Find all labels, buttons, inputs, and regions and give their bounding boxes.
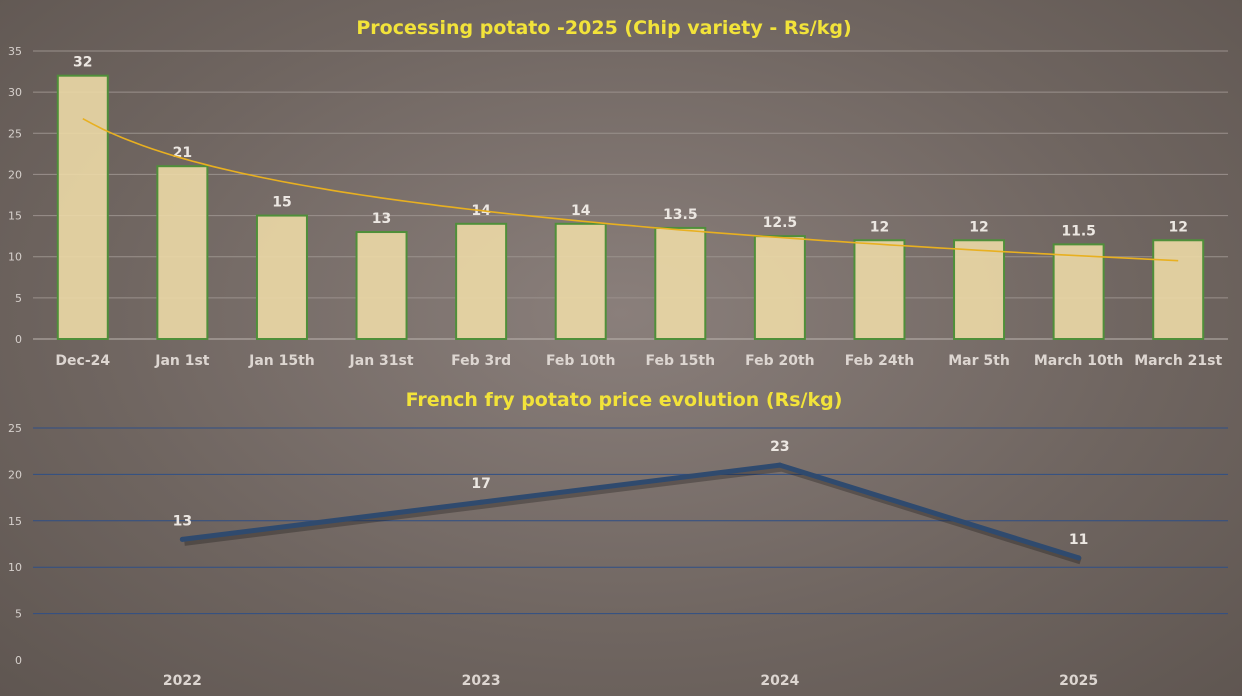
bar-y-tick: 35 bbox=[8, 45, 22, 58]
line-y-tick: 20 bbox=[8, 468, 22, 481]
bar-2 bbox=[255, 214, 308, 340]
bar-data-label: 12 bbox=[870, 219, 889, 235]
bar-data-label: 32 bbox=[73, 55, 92, 71]
bar-category-label: March 21st bbox=[1134, 353, 1222, 369]
line-y-tick: 0 bbox=[15, 654, 22, 667]
line-chart-title: French fry potato price evolution (Rs/kg… bbox=[406, 389, 843, 411]
bar-category-label: Feb 15th bbox=[646, 353, 716, 369]
line-y-tick: 15 bbox=[8, 515, 22, 528]
bar-category-label: Dec-24 bbox=[55, 353, 110, 369]
bar-data-label: 13.5 bbox=[663, 207, 698, 223]
bar-1 bbox=[156, 165, 209, 340]
line-point-0 bbox=[179, 536, 185, 542]
bar-data-label: 15 bbox=[272, 195, 291, 211]
bar-y-tick: 0 bbox=[15, 333, 22, 346]
bar-data-label: 12 bbox=[969, 219, 988, 235]
bar-0 bbox=[56, 74, 109, 341]
bar-category-label: Jan 15th bbox=[248, 353, 315, 369]
bar-10 bbox=[1052, 243, 1105, 340]
bar-category-label: Feb 20th bbox=[745, 353, 815, 369]
bar-data-label: 11.5 bbox=[1061, 223, 1096, 239]
bar-category-label: Feb 24th bbox=[845, 353, 915, 369]
bar-9 bbox=[953, 239, 1006, 340]
line-y-tick: 25 bbox=[8, 422, 22, 435]
line-data-label: 17 bbox=[471, 476, 490, 492]
line-data-label: 11 bbox=[1069, 532, 1088, 548]
line-data-label: 23 bbox=[770, 439, 789, 455]
line-category-label: 2023 bbox=[462, 673, 501, 689]
bar-category-label: Feb 3rd bbox=[451, 353, 511, 369]
line-category-label: 2024 bbox=[760, 673, 799, 689]
bar-y-tick: 25 bbox=[8, 127, 22, 140]
line-y-tick: 5 bbox=[15, 608, 22, 621]
bar-4 bbox=[455, 222, 508, 340]
bar-category-label: Mar 5th bbox=[948, 353, 1010, 369]
bar-y-tick: 20 bbox=[8, 168, 22, 181]
line-series bbox=[179, 462, 1082, 561]
bar-trendline bbox=[82, 117, 1179, 262]
bar-data-label: 14 bbox=[571, 203, 591, 219]
line-point-2 bbox=[777, 462, 783, 468]
bar-5 bbox=[554, 222, 607, 340]
bar-data-label: 13 bbox=[372, 211, 391, 227]
line-y-tick: 10 bbox=[8, 561, 22, 574]
bar-3 bbox=[355, 231, 408, 340]
line-point-1 bbox=[478, 499, 484, 505]
bar-category-label: Jan 31st bbox=[349, 353, 414, 369]
bar-data-label: 12.5 bbox=[763, 215, 798, 231]
bar-11 bbox=[1152, 239, 1205, 340]
line-point-3 bbox=[1076, 555, 1082, 561]
bar-8 bbox=[853, 239, 906, 340]
bar-6 bbox=[654, 226, 707, 341]
bar-y-tick: 15 bbox=[8, 210, 22, 223]
bar-data-label: 12 bbox=[1168, 219, 1187, 235]
line-category-label: 2025 bbox=[1059, 673, 1098, 689]
bar-category-label: March 10th bbox=[1034, 353, 1124, 369]
bar-7 bbox=[753, 235, 806, 340]
bar-y-tick: 10 bbox=[8, 251, 22, 264]
line-data-label: 13 bbox=[173, 513, 192, 529]
bar-chart-title: Processing potato -2025 (Chip variety - … bbox=[356, 17, 851, 39]
line-category-label: 2022 bbox=[163, 673, 202, 689]
bar-category-label: Jan 1st bbox=[154, 353, 210, 369]
bar-y-tick: 30 bbox=[8, 86, 22, 99]
bar-category-label: Feb 10th bbox=[546, 353, 616, 369]
bar-y-tick: 5 bbox=[15, 292, 22, 305]
